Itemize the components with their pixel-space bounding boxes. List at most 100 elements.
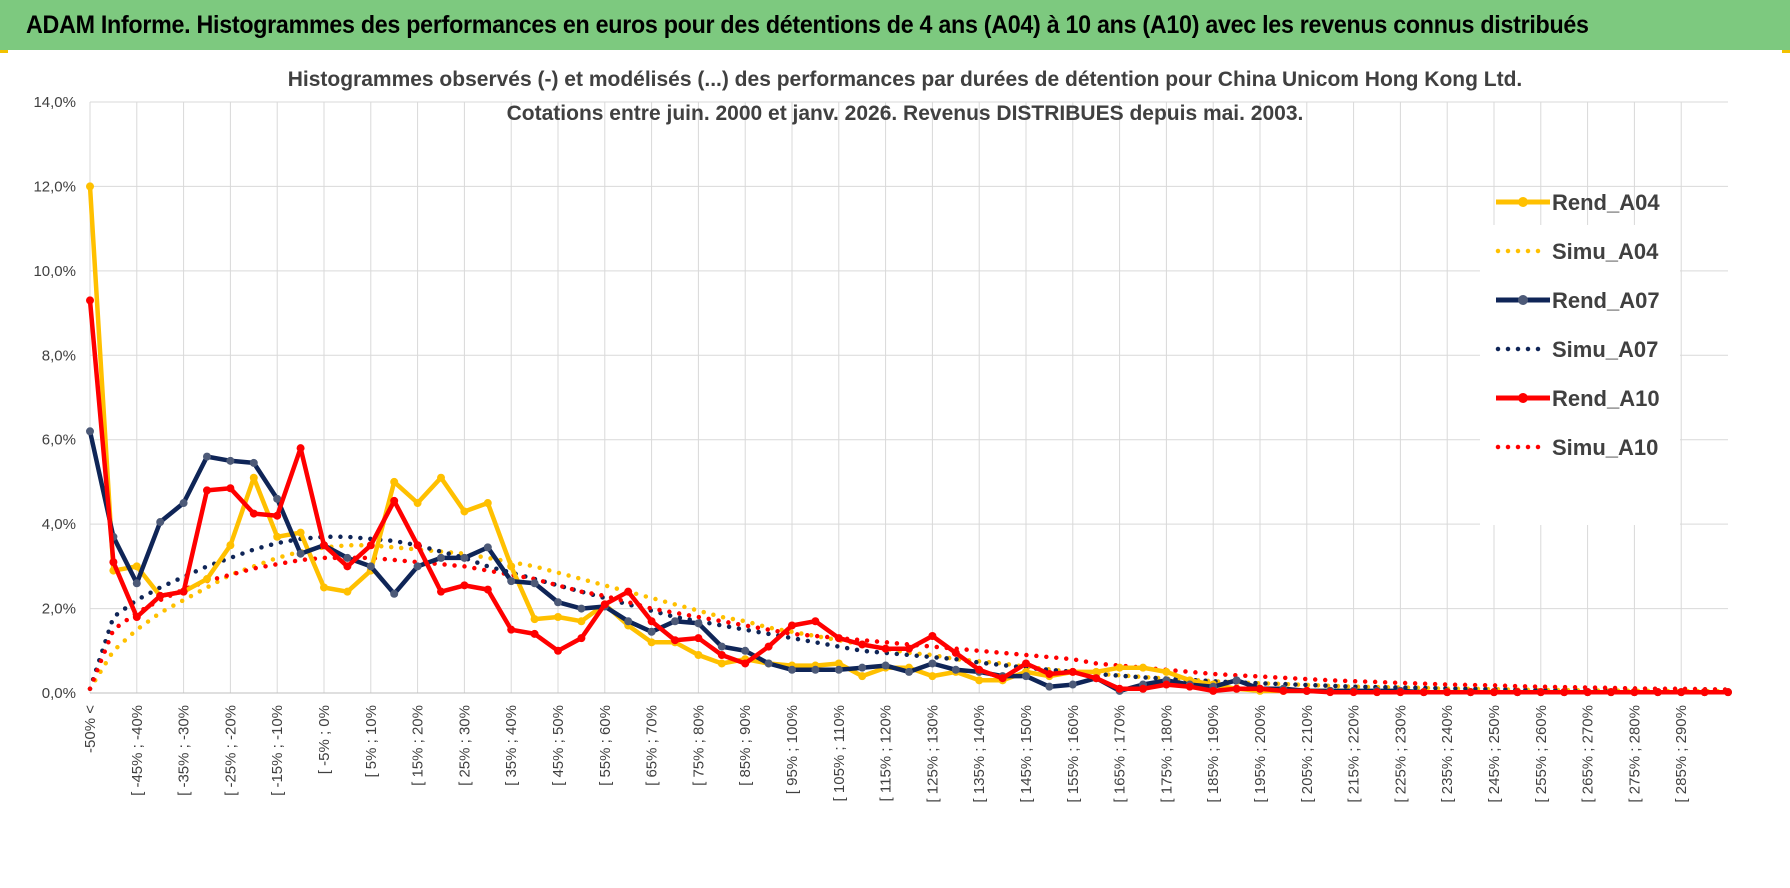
data-point [858,672,867,681]
data-point [156,591,165,600]
data-point [507,577,516,586]
legend-label: Rend_A07 [1552,288,1660,313]
data-point [390,496,399,505]
data-point [671,636,679,645]
data-point [366,541,375,550]
x-tick-label: [ 245% ; 250% [1486,705,1503,803]
data-point [1724,688,1732,697]
y-tick-label: 14,0% [33,94,76,111]
data-point [203,452,211,461]
data-point [437,553,445,562]
data-point [1022,659,1030,668]
data-point [1092,667,1101,676]
data-point [928,632,937,641]
y-tick-label: 4,0% [42,516,76,533]
x-tick-label: [ 15% ; 20% [410,705,427,786]
y-tick-label: 8,0% [42,347,76,364]
data-point [390,477,399,486]
data-point [1209,686,1218,695]
data-point [530,629,539,638]
x-tick-label: [ 95% ; 100% [784,705,801,794]
chart-legend: Rend_A04 Simu_A04 Rend_A07 Simu_A07 Rend_A10… [1495,190,1660,460]
data-point [975,676,984,685]
data-point [1115,684,1124,693]
data-point [296,528,305,537]
data-point [437,587,445,596]
data-point [249,509,258,518]
x-tick-label: [ 185% ; 190% [1205,705,1222,803]
x-tick-label: [ 65% ; 70% [644,705,661,786]
x-tick-label: [ 235% ; 240% [1439,705,1456,803]
data-point [881,644,890,653]
data-point [834,659,843,668]
y-tick-label: 10,0% [33,263,76,280]
x-tick-label: [ -15% ; -10% [269,705,286,796]
x-tick-label: [ 105% ; 110% [831,705,848,801]
data-point [717,651,726,660]
x-tick-label: [ 265% ; 270% [1580,705,1597,803]
data-point [764,659,773,668]
corner-mark-left [0,50,8,53]
x-tick-label: [ 35% ; 40% [503,705,520,786]
x-tick-label: [ 175% ; 180% [1158,705,1175,803]
data-point [1630,688,1639,697]
data-point [1139,663,1147,672]
data-point [975,665,984,674]
series-line-simu-a07 [87,534,1731,694]
x-tick-label: [ 145% ; 150% [1018,705,1035,803]
data-point [390,589,399,598]
data-point [273,532,282,541]
data-point [86,296,94,305]
data-point [273,511,282,520]
x-tick-label: [ -25% ; -20% [222,705,239,796]
data-point [647,617,656,626]
data-point [1490,688,1498,697]
data-point [881,661,890,670]
data-point [577,604,586,613]
x-tick-label: [ -45% ; -40% [129,705,146,796]
legend-label: Simu_A04 [1552,239,1659,264]
data-point [413,499,422,508]
data-point [343,553,352,562]
data-point [1045,670,1054,679]
data-point [741,646,750,655]
data-point [437,473,445,482]
data-point [928,659,937,668]
data-point [343,562,352,571]
data-point [226,484,235,493]
x-tick-label: [ 205% ; 210% [1299,705,1316,803]
data-point [694,619,703,628]
data-point [249,458,258,467]
x-tick-label: [ 115% ; 120% [878,705,895,801]
data-point [273,494,282,503]
data-point [483,585,492,594]
data-point [717,642,726,651]
data-point [1045,682,1054,691]
x-tick-label: [ 255% ; 260% [1533,705,1550,803]
data-point [834,634,843,643]
report-banner: ADAM Informe. Histogrammes des performan… [0,0,1790,50]
data-point [226,456,235,465]
data-point [413,562,422,571]
chart-grid [89,101,1728,694]
data-point [905,644,913,653]
data-point [624,617,633,626]
legend-marker [1518,295,1528,305]
chart-title-line: Histogrammes observés (-) et modélisés (… [288,68,1523,91]
data-point [203,486,211,495]
data-point [1279,686,1288,695]
data-point [834,665,843,674]
data-point [1162,667,1171,676]
data-point [647,627,656,636]
data-point [530,579,539,588]
data-point [647,638,656,647]
banner-title: ADAM Informe. Histogrammes des performan… [26,10,1589,39]
x-tick-label: [ 275% ; 280% [1626,705,1643,803]
data-point [554,646,562,655]
legend-label: Simu_A07 [1552,337,1658,362]
data-point [554,613,562,622]
data-point [671,617,679,626]
data-point [600,600,609,609]
legend-label: Rend_A04 [1552,190,1660,215]
data-point [1419,688,1428,697]
